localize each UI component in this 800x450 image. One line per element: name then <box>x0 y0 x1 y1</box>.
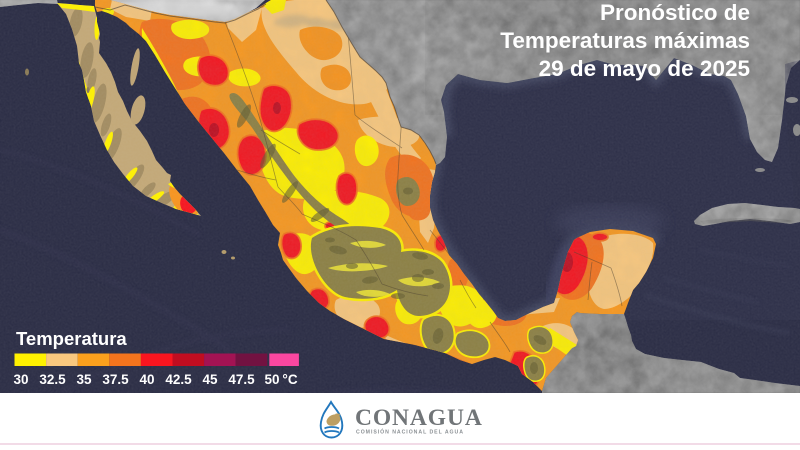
svg-text:45: 45 <box>202 372 218 387</box>
svg-text:35: 35 <box>76 372 92 387</box>
svg-text:Temperatura: Temperatura <box>16 328 127 349</box>
svg-text:CONAGUA: CONAGUA <box>355 405 483 431</box>
svg-text:47.5: 47.5 <box>228 372 255 387</box>
svg-text:30: 30 <box>13 372 28 387</box>
svg-text:40: 40 <box>139 372 154 387</box>
svg-text:°C: °C <box>282 372 297 387</box>
svg-text:37.5: 37.5 <box>102 372 129 387</box>
svg-text:29 de mayo de 2025: 29 de mayo de 2025 <box>539 56 750 81</box>
svg-text:Pronóstico de: Pronóstico de <box>600 0 750 25</box>
svg-text:Temperaturas máximas: Temperaturas máximas <box>500 28 750 53</box>
svg-text:32.5: 32.5 <box>39 372 66 387</box>
svg-text:COMISIÓN NACIONAL DEL AGUA: COMISIÓN NACIONAL DEL AGUA <box>356 428 464 436</box>
svg-text:50: 50 <box>264 372 279 387</box>
svg-text:42.5: 42.5 <box>165 372 192 387</box>
